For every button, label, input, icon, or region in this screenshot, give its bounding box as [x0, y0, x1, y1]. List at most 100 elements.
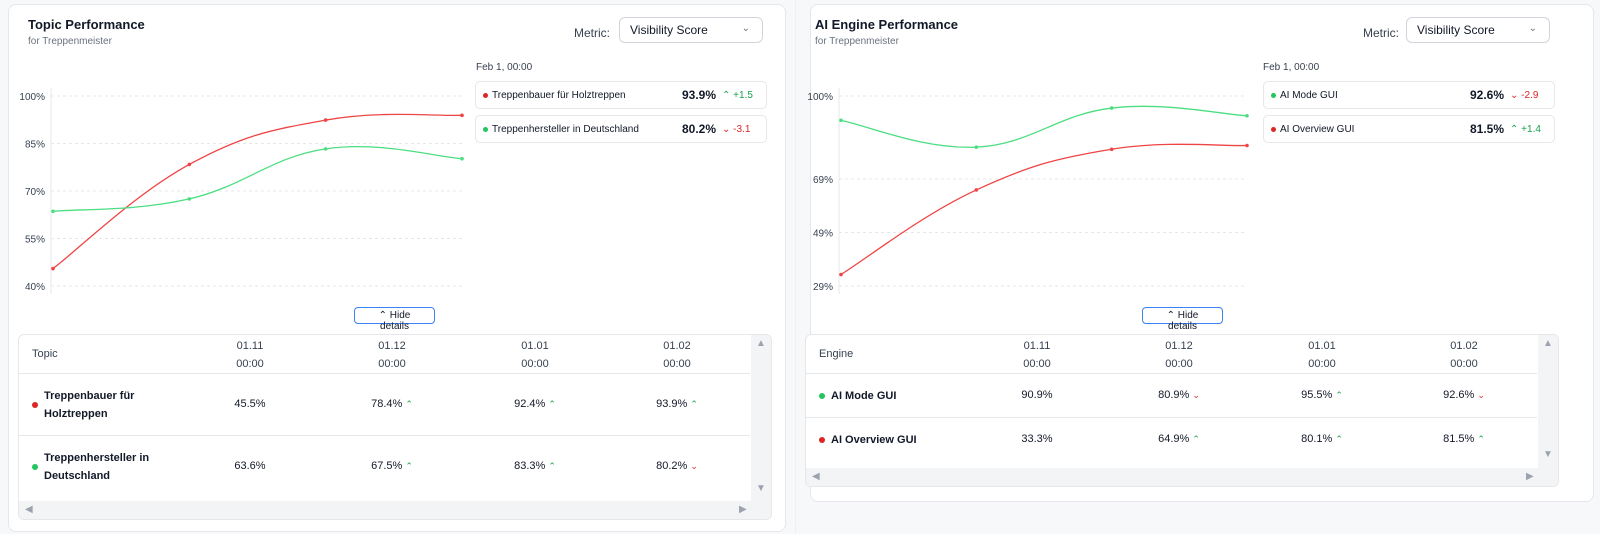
panel-title: AI Engine Performance: [815, 17, 959, 32]
table-cell: 33.3%: [1021, 433, 1053, 445]
tooltip-row: AI Mode GUI 92.6% ⌄ -2.9: [1263, 81, 1555, 109]
data-point: [460, 113, 464, 118]
hide-details-button[interactable]: ⌃ Hide details: [354, 307, 435, 332]
row-divider: [806, 373, 1537, 374]
table-cell: 80.9% ⌄: [1158, 389, 1200, 401]
vertical-scrollbar[interactable]: ▲ ▼: [1538, 335, 1558, 468]
series-color-dot: [819, 437, 825, 443]
arrow-down-icon: ⌄: [1477, 390, 1485, 400]
data-point: [839, 118, 843, 123]
data-point: [1245, 114, 1249, 118]
panel-subtitle: for Treppenmeister: [28, 36, 112, 47]
y-tick-label: 70%: [25, 187, 45, 198]
arrow-up-icon: ⌃: [405, 399, 413, 409]
arrow-down-icon: ⌄: [690, 461, 698, 471]
scroll-down-icon[interactable]: ▼: [756, 483, 766, 494]
metric-label: Metric:: [574, 26, 610, 40]
arrow-up-icon: ⌃: [405, 461, 413, 471]
arrow-up-icon: ⌃: [1335, 390, 1343, 400]
column-header: 01.02 00:00: [663, 340, 691, 370]
tooltip-value: 92.6%: [1470, 88, 1505, 102]
panel-title: Topic Performance: [28, 17, 145, 32]
metric-select[interactable]: Visibility Score ⌄: [1406, 17, 1550, 43]
table-cell: 95.5% ⌃: [1301, 389, 1343, 401]
table-cell: 45.5%: [234, 398, 266, 410]
tooltip-delta-value: -2.9: [1521, 90, 1539, 101]
vertical-scrollbar[interactable]: ▲ ▼: [751, 335, 771, 503]
data-point: [460, 156, 464, 161]
chevron-down-icon: ⌄: [1528, 23, 1537, 34]
series-line: [52, 113, 463, 270]
hide-details-label: Hide details: [1168, 310, 1199, 332]
table-cell: 78.4% ⌃: [371, 398, 413, 410]
tooltip-series-name: AI Mode GUI: [1280, 90, 1338, 101]
metric-select[interactable]: Visibility Score ⌄: [619, 17, 763, 43]
chevron-up-icon: ⌃: [378, 310, 388, 321]
arrow-up-icon: ⌃: [548, 461, 556, 471]
metric-select-value: Visibility Score: [1417, 23, 1495, 37]
table-cell: 83.3% ⌃: [514, 460, 556, 472]
tooltip-value: 81.5%: [1470, 122, 1505, 136]
data-point: [187, 197, 192, 201]
scroll-up-icon[interactable]: ▲: [1543, 338, 1553, 349]
scroll-right-icon[interactable]: ▶: [1526, 471, 1534, 482]
engine-line-chart: 100% 69% 49% 29%: [807, 88, 1249, 294]
panel-divider: [795, 0, 796, 534]
tooltip-value: 93.9%: [682, 88, 717, 102]
data-point: [974, 145, 979, 149]
table-cell: 92.4% ⌃: [514, 398, 556, 410]
series-color-dot: [32, 464, 38, 470]
panel-subtitle: for Treppenmeister: [815, 36, 899, 47]
scroll-left-icon[interactable]: ◀: [25, 504, 33, 515]
series-line: [52, 146, 463, 212]
metric-select-value: Visibility Score: [630, 23, 708, 37]
topic-line-chart: 100% 85% 70% 55% 40%: [19, 88, 464, 294]
column-header: 01.01 00:00: [1308, 340, 1336, 370]
ai-engine-performance-panel: AI Engine Performance for Treppenmeister…: [805, 4, 1594, 502]
table-cell: 90.9%: [1021, 389, 1053, 401]
hide-details-button[interactable]: ⌃ Hide details: [1142, 307, 1223, 332]
data-point: [1109, 106, 1114, 110]
row-divider: [19, 373, 750, 374]
topic-performance-panel: Topic Performance for Treppenmeister Met…: [8, 4, 786, 532]
scroll-right-icon[interactable]: ▶: [739, 504, 747, 515]
arrow-down-icon: ⌄: [1192, 390, 1200, 400]
table-cell: 81.5% ⌃: [1443, 433, 1485, 445]
y-tick-label: 29%: [813, 282, 833, 293]
arrow-up-icon: ⌃: [548, 399, 556, 409]
tooltip-delta: ⌃ +1.4: [1510, 124, 1541, 135]
tooltip-value: 80.2%: [682, 122, 717, 136]
column-header: 01.12 00:00: [1165, 340, 1193, 370]
topic-data-table: Topic 01.11 00:00 01.12 00:00 01.01 00:00 0…: [18, 334, 772, 520]
tooltip-delta: ⌄ -3.1: [722, 124, 750, 135]
scroll-left-icon[interactable]: ◀: [812, 471, 820, 482]
column-header: 01.01 00:00: [521, 340, 549, 370]
y-tick-label: 100%: [807, 92, 833, 103]
y-tick-label: 69%: [813, 175, 833, 186]
data-point: [323, 118, 328, 122]
series-color-dot: [32, 402, 38, 408]
arrow-up-icon: ⌃: [1510, 124, 1519, 135]
data-point: [1109, 147, 1114, 152]
y-tick-label: 40%: [25, 282, 45, 293]
tooltip-delta-value: +1.5: [733, 90, 753, 101]
table-header-topic: Topic: [32, 348, 58, 360]
chevron-up-icon: ⌃: [1166, 310, 1176, 321]
series-line: [840, 143, 1248, 276]
scroll-up-icon[interactable]: ▲: [756, 338, 766, 349]
data-point: [839, 272, 843, 277]
scroll-down-icon[interactable]: ▼: [1543, 449, 1553, 460]
table-cell: 63.6%: [234, 460, 266, 472]
series-color-dot: [1271, 93, 1276, 98]
data-point: [1245, 143, 1249, 148]
table-cell: 80.1% ⌃: [1301, 433, 1343, 445]
tooltip-delta-value: +1.4: [1521, 124, 1541, 135]
horizontal-scrollbar[interactable]: ◀ ▶: [19, 501, 771, 519]
data-point: [187, 162, 192, 167]
series-color-dot: [483, 93, 488, 98]
arrow-down-icon: ⌄: [722, 124, 731, 135]
series-color-dot: [1271, 127, 1276, 132]
row-divider: [806, 417, 1537, 418]
horizontal-scrollbar[interactable]: ◀ ▶: [806, 468, 1558, 486]
tooltip-row: AI Overview GUI 81.5% ⌃ +1.4: [1263, 115, 1555, 143]
